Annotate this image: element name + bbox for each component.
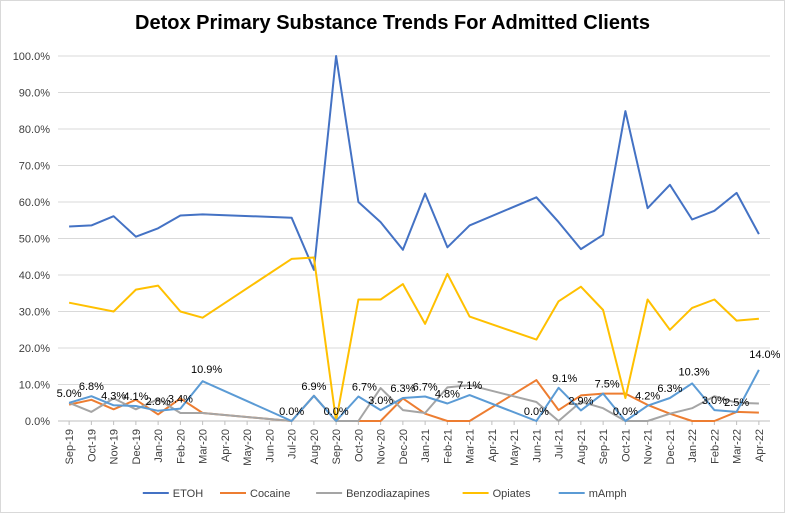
data-label: 6.3% (390, 383, 415, 395)
data-label: 7.5% (595, 379, 620, 391)
data-label: 0.0% (613, 406, 638, 418)
x-tick-label: May-20 (242, 429, 254, 466)
x-tick-label: Jun-20 (264, 429, 276, 463)
data-label: 10.9% (191, 364, 222, 376)
legend: ETOH Cocaine Benzodiazapines Opiates mAmph (142, 488, 627, 500)
x-tick-label: Jan-20 (153, 429, 165, 463)
x-tick-label: Aug-20 (309, 429, 321, 464)
x-tick-label: Dec-19 (131, 429, 143, 464)
data-label: 2.8% (146, 396, 171, 408)
x-tick-label: Apr-22 (754, 429, 766, 462)
x-tick-label: Jul-21 (554, 429, 566, 459)
y-tick-label: 40.0% (19, 270, 50, 282)
x-axis-tick-labels: Sep-19 Oct-19 Nov-19 Dec-19 Jan-20 Feb-20 Mar-… (64, 421, 766, 466)
x-tick-label: Aug-21 (576, 429, 588, 464)
data-label: 6.8% (79, 381, 104, 393)
x-tick-label: Apr-20 (220, 429, 232, 462)
data-labels: 5.0%6.8%4.3%4.1%2.8%3.4% 10.9% 0.0% 6.9% 0.0… (57, 349, 781, 418)
x-tick-label: Jun-21 (531, 429, 543, 463)
data-label: 0.0% (324, 406, 349, 418)
x-tick-label: Sep-21 (598, 429, 610, 464)
x-tick-label: Jan-22 (687, 429, 699, 463)
x-tick-label: Feb-21 (442, 429, 454, 464)
gridlines (58, 55, 770, 422)
data-label: 6.7% (413, 382, 438, 394)
y-tick-label: 80.0% (19, 124, 50, 136)
y-tick-label: 0.0% (25, 416, 50, 428)
x-tick-label: Apr-21 (487, 429, 499, 462)
series-line-opiates (68, 256, 759, 422)
y-tick-label: 90.0% (19, 88, 50, 100)
x-tick-label: May-21 (509, 429, 521, 466)
data-label: 14.0% (749, 349, 780, 361)
x-tick-label: Oct-20 (353, 429, 365, 462)
data-label: 6.9% (301, 381, 326, 393)
data-label: 4.2% (635, 391, 660, 403)
legend-label-benzodiazapines: Benzodiazapines (346, 488, 430, 500)
y-tick-label: 10.0% (19, 380, 50, 392)
x-tick-label: Sep-20 (331, 429, 343, 464)
series-line-benzodiazapines (68, 384, 759, 422)
x-tick-label: Oct-19 (86, 429, 98, 462)
data-label: 4.1% (123, 391, 148, 403)
series-lines (68, 55, 760, 422)
series-line-mamph (68, 369, 760, 422)
x-tick-label: Mar-22 (732, 429, 744, 464)
y-tick-label: 60.0% (19, 197, 50, 209)
data-label: 2.5% (724, 397, 749, 409)
x-tick-label: Mar-20 (198, 429, 210, 464)
chart-title: Detox Primary Substance Trends For Admit… (135, 12, 650, 34)
y-tick-label: 20.0% (19, 343, 50, 355)
x-tick-label: Oct-21 (620, 429, 632, 462)
data-label: 0.0% (524, 406, 549, 418)
x-tick-label: Jul-20 (287, 429, 299, 459)
x-tick-label: Nov-19 (109, 429, 121, 464)
y-tick-label: 30.0% (19, 307, 50, 319)
y-tick-label: 100.0% (13, 51, 51, 63)
legend-label-etoh: ETOH (173, 488, 203, 500)
legend-label-mamph: mAmph (589, 488, 627, 500)
x-tick-label: Sep-19 (64, 429, 76, 464)
y-axis-tick-labels: 0.0% 10.0% 20.0% 30.0% 40.0% 50.0% 60.0% 70.0% 8… (13, 51, 51, 428)
y-tick-label: 70.0% (19, 161, 50, 173)
x-tick-label: Mar-21 (465, 429, 477, 464)
data-label: 10.3% (679, 366, 710, 378)
data-label: 6.3% (657, 383, 682, 395)
data-label: 2.9% (568, 395, 593, 407)
y-tick-label: 50.0% (19, 234, 50, 246)
data-label: 3.4% (168, 394, 193, 406)
x-tick-label: Nov-21 (643, 429, 655, 464)
series-line-etoh (69, 55, 760, 271)
x-tick-label: Jan-21 (420, 429, 432, 463)
x-tick-label: Dec-21 (665, 429, 677, 464)
x-tick-label: Feb-20 (175, 429, 187, 464)
data-label: 5.0% (57, 388, 82, 400)
x-tick-label: Dec-20 (398, 429, 410, 464)
data-label: 4.8% (435, 388, 460, 400)
data-label: 3.0% (702, 395, 727, 407)
legend-label-cocaine: Cocaine (250, 488, 290, 500)
data-label: 9.1% (552, 373, 577, 385)
data-label: 3.0% (368, 395, 393, 407)
legend-label-opiates: Opiates (493, 488, 531, 500)
x-tick-label: Feb-22 (709, 429, 721, 464)
data-label: 4.3% (101, 390, 126, 402)
x-tick-label: Nov-20 (376, 429, 388, 464)
data-label: 7.1% (457, 380, 482, 392)
data-label: 6.7% (352, 382, 377, 394)
data-label: 0.0% (279, 406, 304, 418)
